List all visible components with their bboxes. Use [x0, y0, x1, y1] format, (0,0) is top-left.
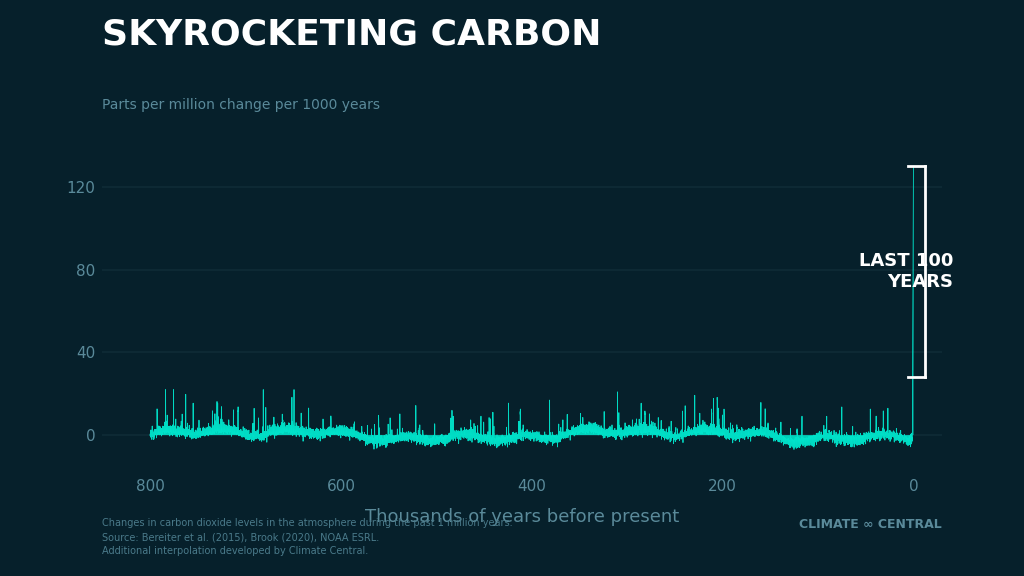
X-axis label: Thousands of years before present: Thousands of years before present	[366, 508, 679, 526]
Text: Parts per million change per 1000 years: Parts per million change per 1000 years	[102, 98, 380, 112]
Text: LAST 100
YEARS: LAST 100 YEARS	[859, 252, 953, 291]
Text: Changes in carbon dioxide levels in the atmosphere during the past 1 million yea: Changes in carbon dioxide levels in the …	[102, 518, 513, 556]
Text: SKYROCKETING CARBON: SKYROCKETING CARBON	[102, 17, 602, 51]
Text: CLIMATE ∞ CENTRAL: CLIMATE ∞ CENTRAL	[800, 518, 942, 532]
